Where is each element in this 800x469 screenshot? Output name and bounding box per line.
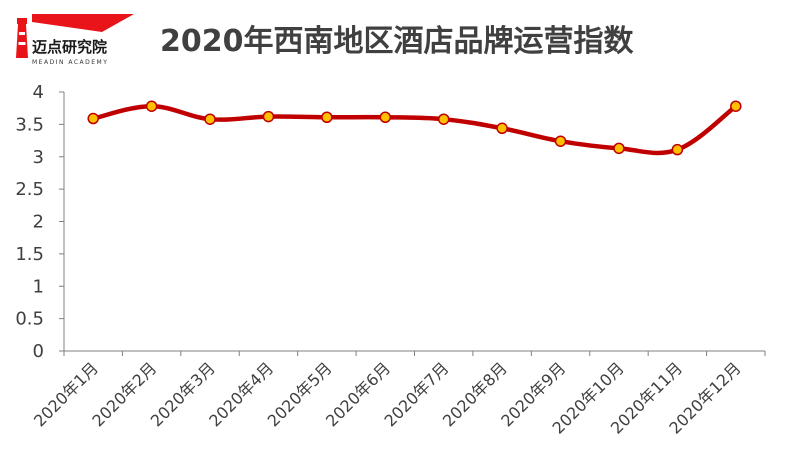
data-point — [730, 100, 742, 112]
logo-name-en: MEADIN ACADEMY — [32, 59, 108, 66]
data-point — [321, 111, 333, 124]
y-tick-label: 1 — [33, 276, 44, 297]
data-point — [613, 142, 625, 155]
data-point — [87, 112, 99, 125]
y-tick-label: 0 — [33, 341, 44, 362]
y-tick-label: 3.5 — [15, 114, 44, 135]
chart-title: 2020年西南地区酒店品牌运营指数 — [160, 24, 634, 59]
data-point — [379, 111, 392, 124]
data-point — [671, 143, 684, 156]
data-point — [145, 100, 158, 112]
x-axis-ticks: 2020年1月2020年2月2020年3月2020年4月2020年5月2020年… — [30, 351, 766, 438]
series — [87, 100, 742, 156]
data-point — [262, 110, 275, 123]
y-tick-label: 2.5 — [15, 179, 44, 200]
meadin-logo: 迈点研究院 MEADIN ACADEMY — [16, 14, 134, 66]
y-tick-label: 1.5 — [15, 244, 44, 265]
logo-name-cn: 迈点研究院 — [32, 38, 107, 56]
data-point — [496, 122, 508, 135]
series-line — [90, 103, 739, 156]
y-tick-label: 0.5 — [15, 309, 44, 330]
axes — [63, 92, 765, 352]
y-tick-label: 3 — [33, 147, 44, 168]
data-point — [437, 113, 450, 125]
red-swoosh-icon — [32, 14, 134, 32]
y-tick-label: 2 — [33, 212, 44, 233]
y-axis-ticks: 0 0.5 1 1.5 2 2.5 3 3.5 4 — [15, 82, 64, 362]
data-point — [554, 135, 567, 147]
data-point — [204, 113, 216, 125]
y-tick-label: 4 — [33, 82, 44, 103]
